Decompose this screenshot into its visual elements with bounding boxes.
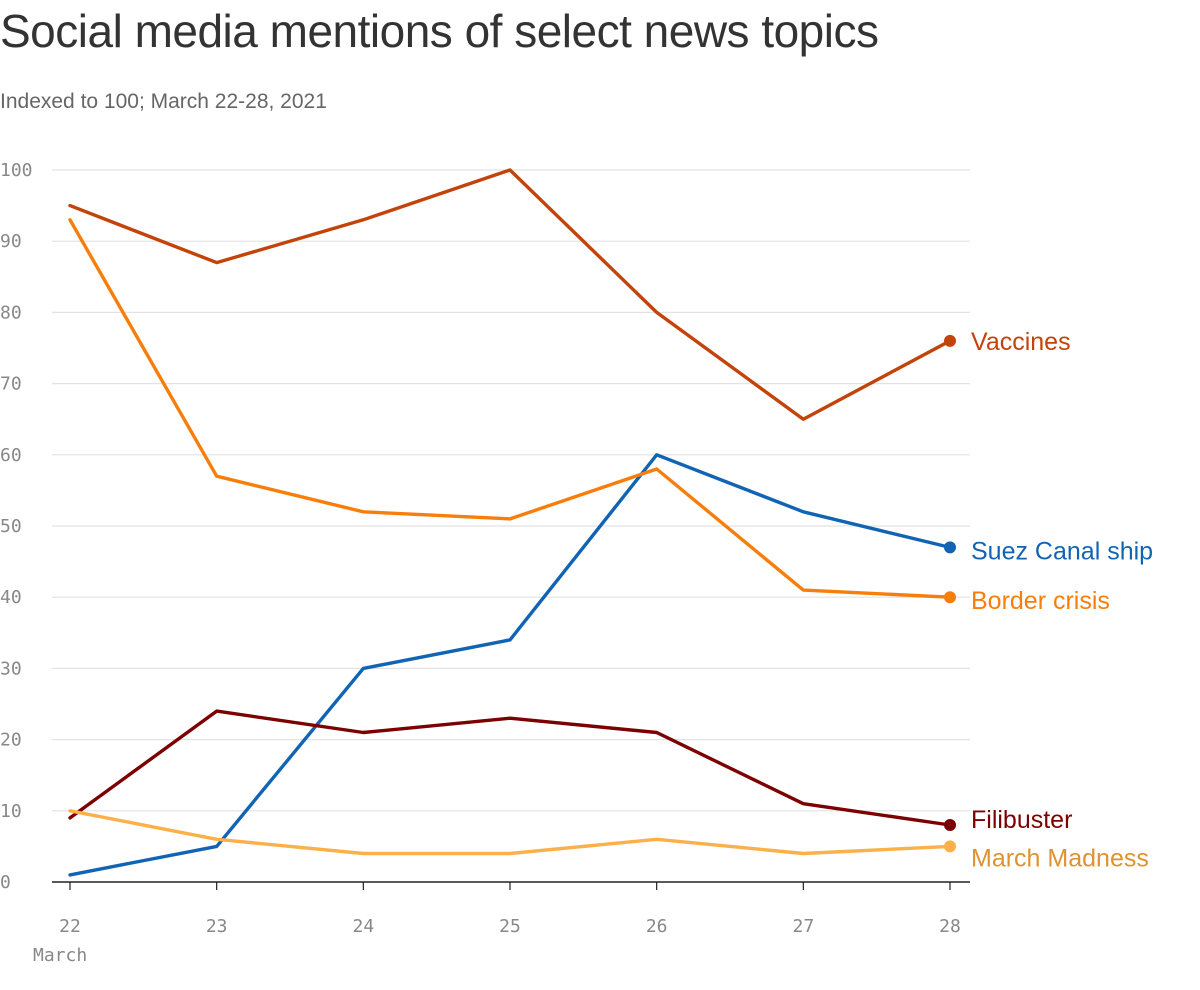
series-end-marker-filibuster: [944, 819, 956, 832]
y-tick-label: 0: [0, 872, 11, 893]
y-tick-label: 10: [0, 801, 22, 822]
x-tick-label: 24: [352, 916, 374, 937]
series-label-vaccines: Vaccines: [971, 328, 1071, 356]
x-tick-label: 26: [646, 916, 668, 937]
series-line-suez-canal-ship: [68, 453, 952, 877]
x-tick-label: 22: [59, 916, 81, 937]
series-line-vaccines: [68, 168, 952, 421]
y-tick-label: 40: [0, 587, 22, 608]
y-tick-label: 100: [0, 160, 33, 181]
series-end-marker-suez-canal-ship: [944, 541, 956, 554]
series-labels: Vaccines Suez Canal ship Border crisis Fili…: [971, 328, 1153, 873]
gridlines: [52, 169, 970, 883]
chart-title: Social media mentions of select news top…: [0, 5, 879, 57]
x-tick-label: 23: [206, 916, 228, 937]
y-tick-label: 70: [0, 374, 22, 395]
series-line-border-crisis: [68, 218, 952, 599]
chart-subtitle: Indexed to 100; March 22-28, 2021: [0, 90, 327, 113]
series-label-border-crisis: Border crisis: [971, 587, 1110, 615]
series-lines: [68, 168, 956, 877]
series-line-filibuster: [68, 709, 952, 827]
y-tick-label: 20: [0, 730, 22, 751]
series-line-march-madness: [68, 809, 952, 856]
axes: 0 10 20 30 40 50 60 70 80 90 100 22 23 24 25 26 27 28 Marc…: [0, 160, 961, 966]
series-label-suez-canal-ship: Suez Canal ship: [971, 537, 1153, 565]
y-tick-label: 90: [0, 231, 22, 252]
x-tick-label: 28: [939, 916, 961, 937]
y-tick-label: 50: [0, 516, 22, 537]
x-tick-label: 27: [792, 916, 814, 937]
y-tick-label: 60: [0, 445, 22, 466]
series-end-marker-march-madness: [944, 840, 956, 853]
series-label-filibuster: Filibuster: [971, 806, 1072, 834]
y-tick-label: 80: [0, 302, 22, 323]
series-end-marker-vaccines: [944, 334, 956, 347]
y-tick-label: 30: [0, 658, 22, 679]
series-end-marker-border-crisis: [944, 591, 956, 604]
x-axis-label: March: [33, 945, 87, 966]
x-tick-label: 25: [499, 916, 521, 937]
series-label-march-madness: March Madness: [971, 844, 1149, 872]
